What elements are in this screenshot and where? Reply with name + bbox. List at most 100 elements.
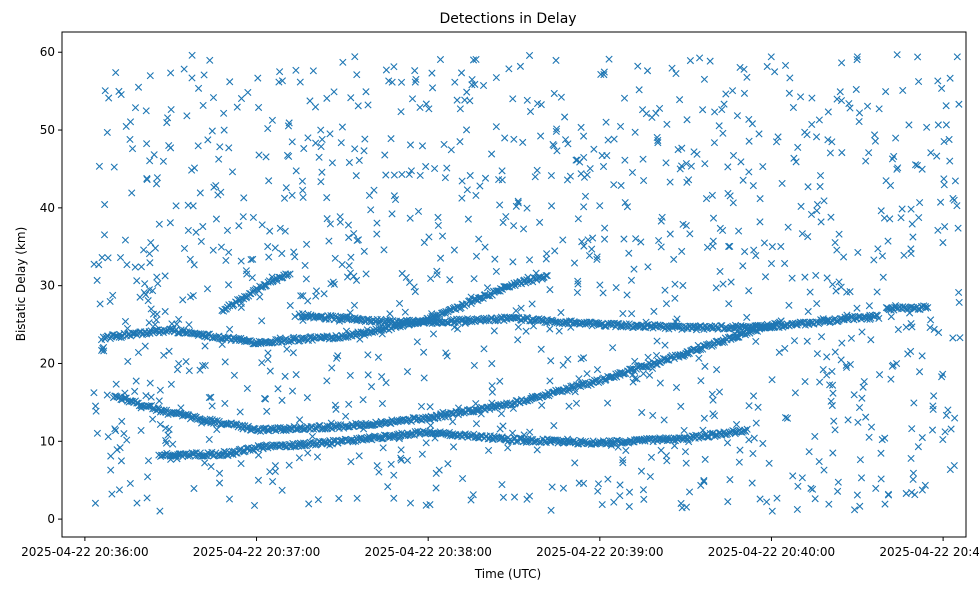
scatter-point [571,459,579,467]
scatter-point [101,200,109,209]
scatter-point [719,280,727,288]
scatter-point [296,416,304,424]
scatter-point [258,317,266,325]
scatter-point [244,422,252,430]
scatter-point [209,246,217,254]
scatter-point [676,96,684,104]
scatter-point [593,366,602,374]
scatter-point [635,86,643,94]
scatter-point [264,349,272,357]
scatter-point [305,500,313,508]
scatter-point [599,289,607,297]
scatter-point [406,499,415,507]
scatter-point [104,433,112,441]
scatter-point [278,249,286,258]
scatter-point [939,370,947,378]
scatter-point [745,287,753,295]
scatter-point [668,64,676,72]
scatter-point [856,502,864,510]
scatter-point [939,435,947,444]
scatter-point [350,272,358,280]
scatter-point [631,374,639,383]
scatter-point [639,486,648,494]
scatter-point [620,235,628,243]
scatter-point [870,256,878,264]
scatter-point [889,361,897,369]
scatter-point [789,472,797,480]
scatter-point [323,94,331,102]
scatter-point [607,321,615,329]
scatter-point [942,102,950,110]
scatter-point [128,145,137,153]
scatter-point [853,56,861,64]
scatter-point [271,244,279,252]
scatter-point [586,164,594,173]
scatter-point [619,459,627,467]
scatter-point [832,287,840,295]
scatter-point [233,103,241,111]
scatter-point [634,321,642,329]
scatter-point [550,422,558,430]
scatter-point [719,129,727,137]
scatter-point [516,62,525,70]
scatter-point [759,163,767,171]
scatter-point [398,269,406,278]
scatter-point [548,483,556,491]
scatter-point [165,141,173,150]
scatter-point [134,348,143,357]
scatter-point [767,259,776,268]
scatter-point [188,166,196,174]
scatter-point [417,402,426,410]
scatter-point [243,384,251,393]
scatter-point [657,243,665,251]
scatter-point [600,71,608,79]
scatter-point [274,385,282,393]
scatter-point [791,389,799,397]
scatter-point [685,438,693,446]
scatter-point [268,273,276,281]
scatter-point [218,340,226,348]
scatter-point [632,235,640,243]
scatter-point [142,107,150,115]
scatter-point [946,74,954,82]
scatter-point [557,308,565,317]
scatter-point [474,434,482,442]
scatter-point [416,103,424,112]
scatter-point [117,90,125,99]
scatter-point [565,386,574,394]
scatter-point [469,56,478,64]
scatter-point [332,354,341,362]
scatter-point [374,353,383,361]
scatter-point [199,362,207,370]
scatter-point [884,491,893,499]
scatter-point [237,459,245,468]
scatter-point [315,153,323,161]
scatter-point [105,94,113,102]
scatter-point [401,308,409,316]
scatter-point [134,83,143,91]
scatter-point [835,278,843,286]
scatter-point [670,442,679,450]
scatter-point [682,221,690,230]
scatter-point [621,156,629,164]
scatter-point [117,457,126,465]
scatter-point [940,137,948,146]
scatter-point [209,94,218,102]
scatter-point [356,335,364,343]
scatter-point [583,370,591,378]
scatter-point [428,69,436,77]
scatter-point [573,288,582,297]
scatter-point [299,186,307,194]
scatter-point [286,301,294,310]
scatter-point [708,390,716,398]
scatter-point [95,162,103,170]
scatter-point [323,194,331,202]
scatter-point [345,233,353,242]
scatter-point [498,167,506,175]
scatter-point [433,314,441,322]
scatter-point [481,243,489,251]
scatter-point [726,476,734,484]
scatter-point [428,84,437,92]
plot-frame [61,31,967,538]
scatter-point [213,425,221,434]
